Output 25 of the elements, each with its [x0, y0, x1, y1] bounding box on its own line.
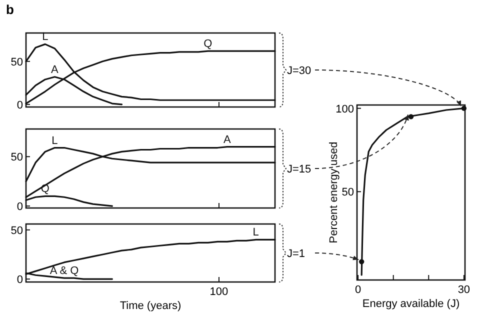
series-label: L [252, 226, 259, 239]
text: 100 [210, 286, 228, 298]
y-tick-label: 50 [10, 224, 23, 237]
y-tick-label: 50 [10, 152, 23, 164]
series-label: Q [204, 38, 213, 50]
series-label: A [223, 134, 232, 146]
series-label: L [52, 134, 58, 147]
x-axis-title: Energy available (J) [362, 298, 460, 310]
y-tick-label: 0 [16, 274, 23, 286]
chart-title: b [6, 2, 14, 17]
point [358, 259, 364, 264]
annotation: J=30 [287, 65, 312, 77]
point [461, 106, 467, 111]
x-tick-label: 30 [458, 284, 470, 296]
y-tick-label: 50 [10, 56, 23, 68]
annotation: J=1 [287, 248, 306, 260]
y-axis-title: Percent energy used [328, 142, 340, 244]
y-tick-label: 50 [342, 186, 354, 199]
series-label: A & Q [50, 265, 80, 278]
y-tick-label: 0 [16, 99, 23, 112]
annotation: J=15 [287, 164, 312, 176]
point [408, 114, 414, 120]
y-tick-label: 0 [16, 201, 23, 214]
x-axis-title: Time (years) [120, 300, 182, 312]
series-label: A [51, 64, 60, 76]
